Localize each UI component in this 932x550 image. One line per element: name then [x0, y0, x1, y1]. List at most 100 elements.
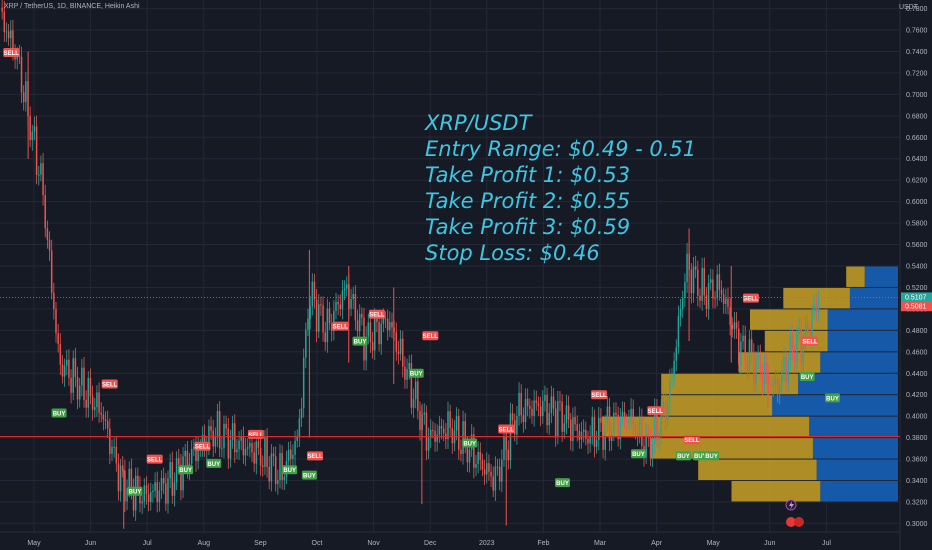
sell-signal-label: SELL: [369, 313, 385, 319]
buy-signal-label: BUY: [53, 411, 66, 417]
candle-body: [449, 411, 451, 428]
candle-body: [165, 483, 167, 504]
candle-body: [274, 456, 277, 484]
candle-body: [257, 441, 260, 448]
candle-body: [447, 411, 449, 440]
candle-body: [223, 423, 225, 448]
candle-body: [464, 421, 466, 445]
candle-body: [554, 408, 557, 437]
candle-body: [595, 439, 598, 447]
candle-body: [55, 309, 57, 334]
candle-body: [503, 436, 505, 460]
candle-body: [5, 31, 8, 33]
candle-body: [496, 466, 499, 468]
event-icon[interactable]: [794, 517, 804, 527]
candle-body: [313, 281, 316, 300]
candle-body: [475, 463, 477, 468]
candle-body: [789, 334, 792, 361]
candle-body: [684, 282, 686, 299]
candle-body: [613, 412, 615, 433]
candle-body: [651, 443, 654, 458]
candle-body: [565, 405, 568, 424]
price-tick-label: 0.6200: [906, 178, 928, 185]
sell-signal-label: SELL: [684, 438, 700, 444]
candle-body: [468, 449, 471, 463]
price-tick-label: 0.7400: [906, 49, 928, 56]
candle-body: [630, 408, 632, 419]
candle-body: [218, 411, 221, 449]
candle-body: [522, 415, 525, 423]
candle-body: [29, 116, 31, 141]
candle-body: [354, 294, 357, 321]
price-tick-label: 0.6000: [906, 199, 928, 206]
candle-body: [365, 336, 367, 361]
trade-setup-text: XRP/USDT Entry Range: $0.49 - 0.51 Take …: [425, 110, 696, 266]
candle-body: [414, 381, 417, 400]
price-tick-label: 0.3200: [906, 499, 928, 506]
time-tick-label: Apr: [651, 540, 663, 547]
buy-signal-label-bg: [630, 449, 646, 459]
volume-profile-bar-gold: [731, 481, 821, 502]
candle-body: [737, 328, 740, 365]
candle-body: [539, 406, 542, 417]
candle-body: [380, 323, 382, 345]
volume-profile-bar-blue: [798, 373, 898, 395]
candle-body: [98, 392, 100, 413]
price-axis[interactable]: 0.7800 0.7600 0.7400 0.7200 0.7000 0.6800 0.66…: [899, 0, 932, 550]
time-tick-label: Jul: [822, 540, 831, 547]
price-tick-label: 0.7000: [906, 92, 928, 99]
candle-body: [186, 450, 189, 471]
buy-signal-label: BUY: [283, 468, 296, 474]
price-tick-label: 0.5600: [906, 242, 928, 249]
buy-signal-label-bg: [282, 465, 298, 475]
volume-profile-bar-gold: [846, 266, 865, 287]
candle-body: [772, 383, 774, 387]
candle-body: [798, 328, 800, 335]
candle-body: [76, 377, 79, 400]
grid-lines: [0, 0, 900, 532]
candle-body: [533, 400, 535, 416]
candle-body: [722, 294, 725, 304]
price-tick-label: 0.3000: [906, 521, 928, 528]
time-axis[interactable]: May Jun Jul Aug Sep Oct Nov Dec 2023 Feb Mar Apr May…: [0, 531, 900, 547]
candle-body: [804, 324, 807, 341]
candle-body: [376, 318, 378, 323]
candle-body: [367, 322, 370, 337]
candle-body: [302, 357, 305, 409]
candle-body: [251, 442, 253, 453]
sell-signal-label-bg: [591, 390, 608, 400]
candle-body: [53, 292, 55, 310]
candle-body: [720, 289, 723, 295]
candle-body: [326, 308, 329, 343]
price-axis-background: [900, 0, 932, 550]
candle-body: [227, 428, 230, 459]
price-tick-label: 0.3600: [906, 457, 928, 464]
candle-body: [72, 358, 74, 393]
candle-body: [606, 406, 609, 425]
candle-body: [7, 31, 10, 39]
buy-signal-label-bg: [127, 486, 143, 496]
candle-body: [729, 307, 731, 325]
candle-body: [389, 322, 391, 331]
candle-body: [761, 372, 764, 386]
price-tick-label: 0.4000: [906, 414, 928, 421]
candle-body: [634, 424, 637, 432]
candle-body: [270, 453, 273, 482]
volume-profile-bar-gold: [602, 416, 810, 438]
flag-icon[interactable]: [786, 517, 796, 527]
candle-body: [10, 30, 12, 39]
candle-body: [147, 494, 150, 502]
candle-body: [569, 419, 572, 442]
candle-body: [57, 333, 59, 344]
candle-body: [800, 328, 802, 365]
candle-body: [815, 303, 818, 313]
candle-body: [462, 421, 464, 454]
candle-body: [246, 447, 249, 449]
candle-body: [216, 411, 219, 437]
candle-body: [167, 478, 169, 504]
candle-body: [406, 369, 408, 380]
volume-profile-bar-gold: [698, 459, 817, 481]
candle-body: [697, 269, 699, 296]
candle-body: [343, 288, 346, 291]
